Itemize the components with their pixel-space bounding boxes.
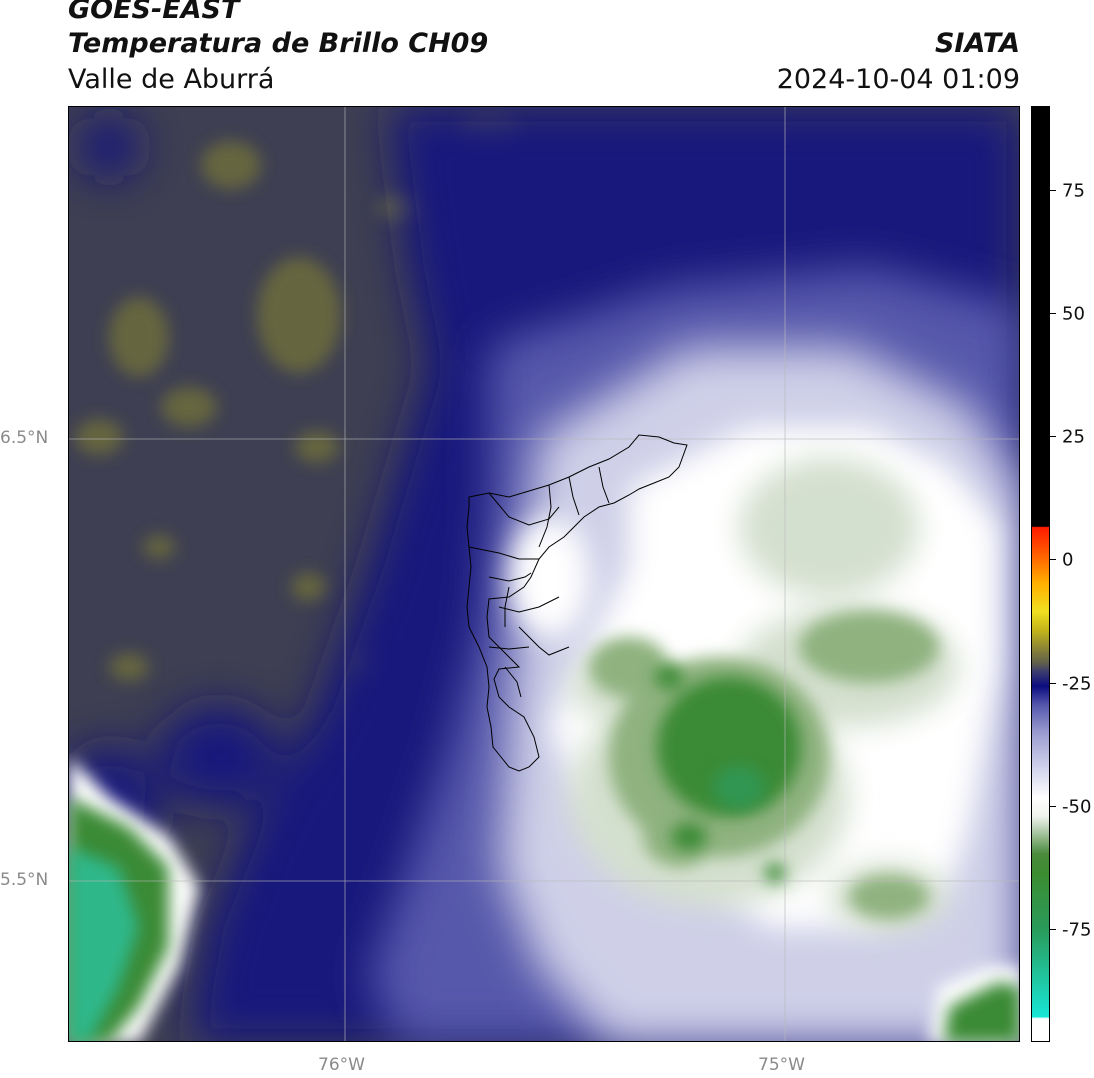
satellite-title: GOES-EAST — [68, 0, 240, 25]
lon-label-76w: 76°W — [318, 1055, 365, 1075]
colorbar-label-25: 25 — [1062, 426, 1085, 448]
lat-label-6-5: 6.5°N — [0, 428, 49, 448]
colorbar-label-neg50: -50 — [1062, 796, 1092, 818]
colorbar-gradient — [1032, 107, 1049, 1041]
colorbar — [1031, 106, 1050, 1042]
colorbar-tick-75 — [1050, 190, 1056, 191]
lat-label-5-5: 5.5°N — [0, 870, 49, 890]
datetime-label: 2024-10-04 01:09 — [776, 64, 1020, 95]
municipal-boundaries — [466, 434, 688, 772]
colorbar-label-0: 0 — [1062, 549, 1074, 571]
colorbar-tick-50 — [1050, 313, 1056, 314]
product-title: Temperatura de Brillo CH09 — [68, 28, 489, 59]
brand-label: SIATA — [934, 28, 1020, 59]
colorbar-tick-25 — [1050, 436, 1056, 437]
colorbar-tick-0 — [1050, 559, 1056, 560]
colorbar-label-neg75: -75 — [1062, 919, 1092, 941]
lon-label-75w: 75°W — [758, 1055, 805, 1075]
brightness-temperature-field — [69, 107, 1019, 1041]
colorbar-label-50: 50 — [1062, 303, 1085, 325]
satellite-map[interactable] — [68, 106, 1020, 1042]
colorbar-tick-neg25 — [1050, 683, 1056, 684]
region-subtitle: Valle de Aburrá — [68, 64, 275, 95]
colorbar-label-75: 75 — [1062, 180, 1085, 202]
colorbar-label-neg25: -25 — [1062, 673, 1092, 695]
colorbar-tick-neg75 — [1050, 929, 1056, 930]
colorbar-tick-neg50 — [1050, 806, 1056, 807]
